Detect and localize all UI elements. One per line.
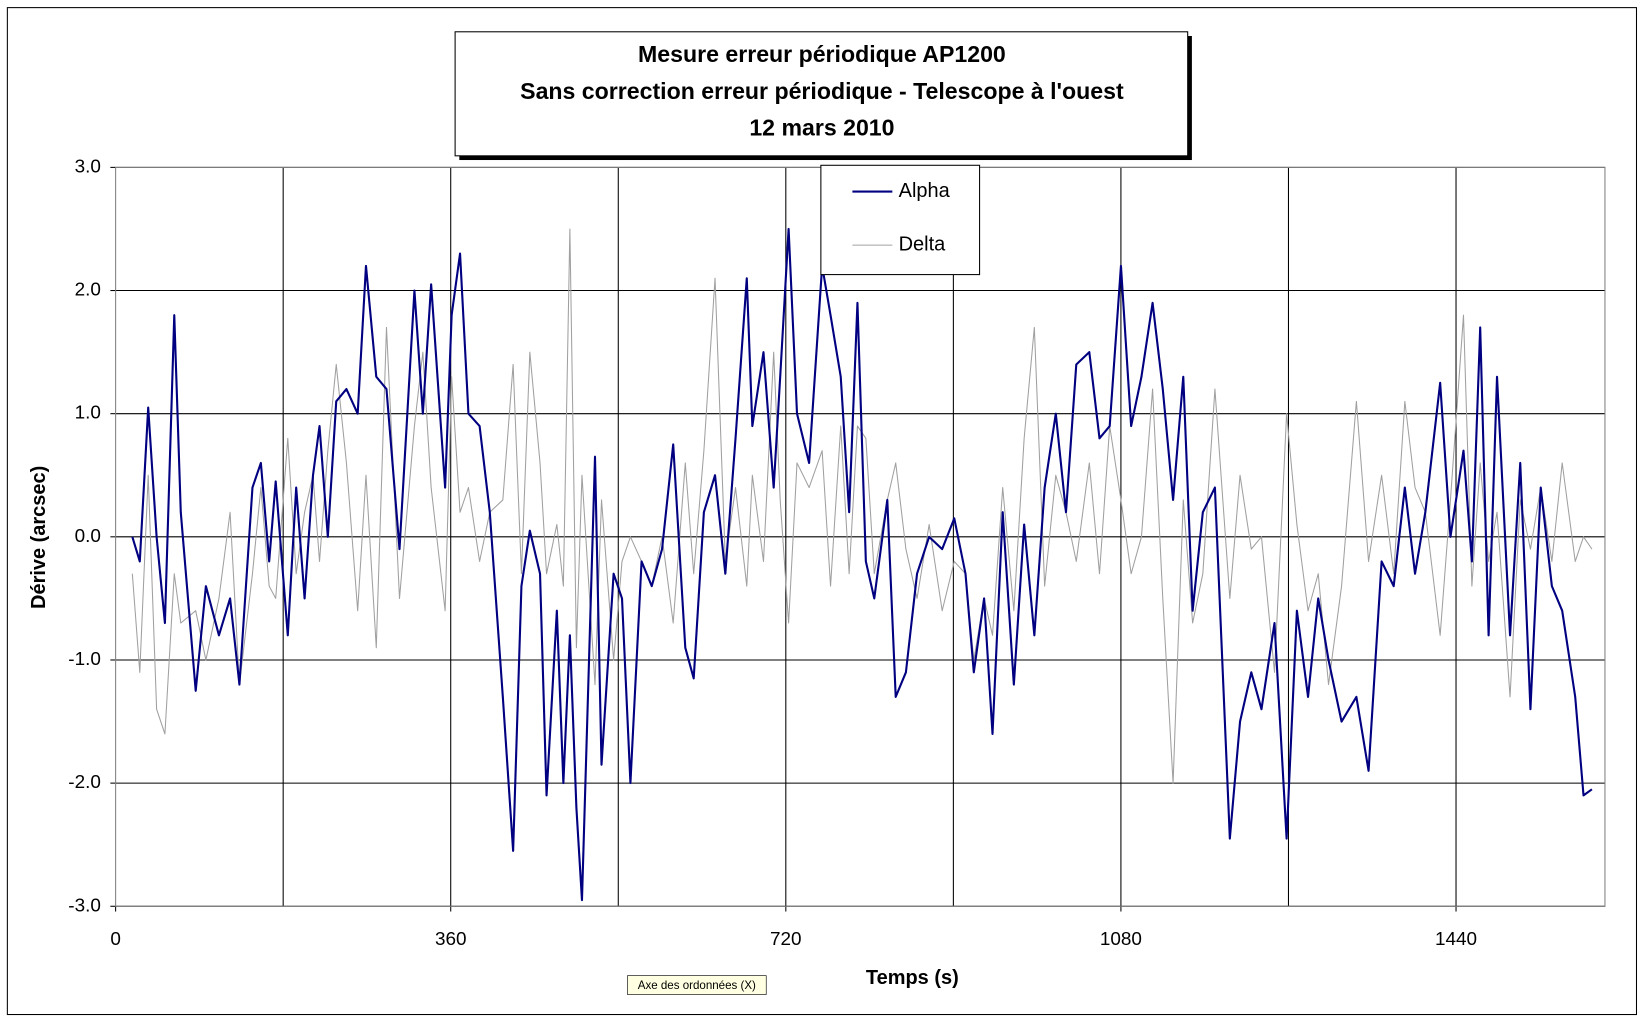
legend-label: Delta — [899, 233, 947, 255]
x-tick-label: 1440 — [1435, 929, 1477, 950]
y-tick-label: 0.0 — [75, 526, 101, 547]
y-tick-label: 1.0 — [75, 403, 101, 424]
chart-title: Mesure erreur périodique AP1200 — [638, 41, 1006, 67]
chart-title: 12 mars 2010 — [749, 115, 894, 141]
y-tick-label: -2.0 — [68, 772, 101, 793]
legend-label: Alpha — [899, 180, 951, 202]
y-tick-label: 3.0 — [75, 156, 101, 177]
y-axis-label: Dérive (arcsec) — [28, 466, 50, 609]
x-tick-label: 1080 — [1100, 929, 1142, 950]
chart-title: Sans correction erreur périodique - Tele… — [520, 78, 1124, 104]
plot-area: -3.0 -2.0 -1.0 0.0 1.0 2.0 3.0 0 360 720 1080 1440 — [68, 156, 1606, 950]
x-tick-label: 0 — [110, 929, 121, 950]
x-axis-label: Temps (s) — [866, 967, 959, 989]
x-tick-label: 720 — [770, 929, 802, 950]
x-tick-label: 360 — [435, 929, 467, 950]
legend-box — [820, 164, 981, 276]
y-tick-label: 2.0 — [75, 280, 101, 301]
tooltip-text: Axe des ordonnées (X) — [638, 980, 756, 992]
title-box — [454, 31, 1189, 157]
y-tick-label: -3.0 — [68, 895, 101, 916]
tooltip-box — [627, 975, 767, 995]
y-tick-label: -1.0 — [68, 649, 101, 670]
series-line — [131, 228, 1593, 784]
